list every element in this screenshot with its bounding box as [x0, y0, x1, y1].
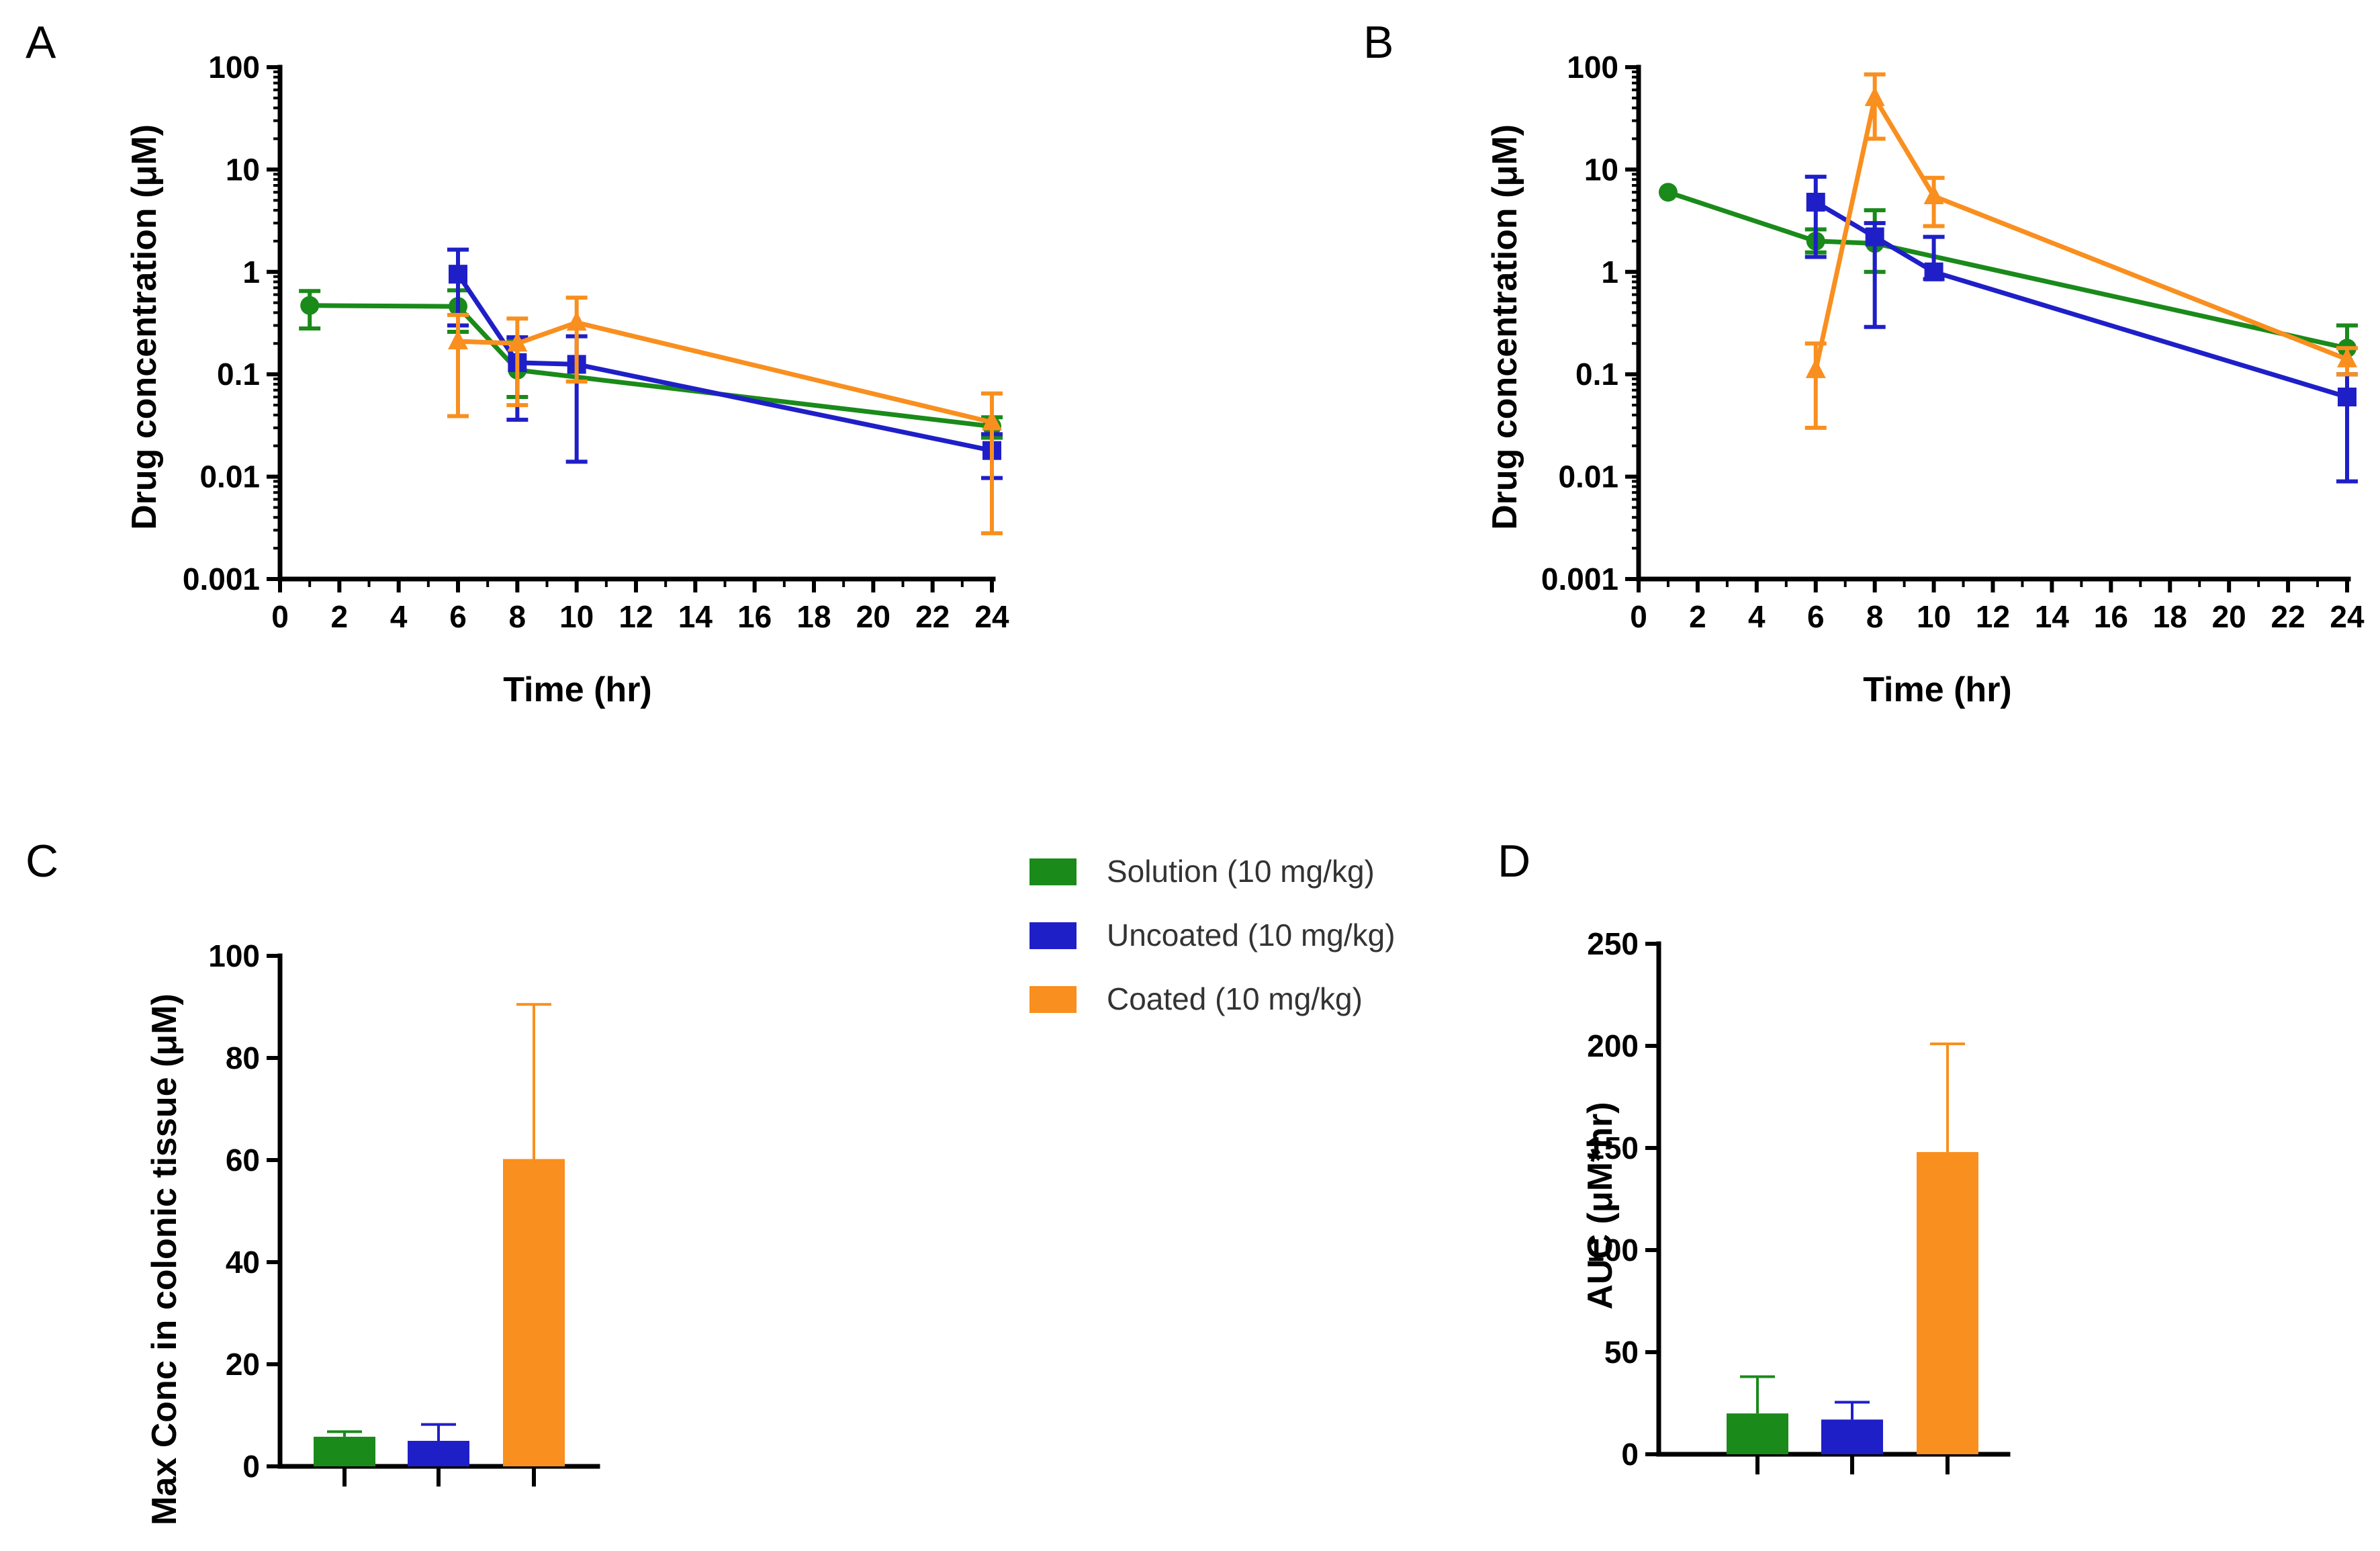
chart-a-xtick-label: 16	[737, 599, 772, 634]
chart-a-ytick-label: 1	[242, 255, 260, 290]
chart-b-point-solution	[1658, 183, 1678, 202]
chart-b-xtick-label: 24	[2330, 599, 2365, 634]
chart-d-ylabel: AUC (μM*hr)	[1581, 1102, 1620, 1309]
chart-a-xtick-label: 24	[974, 599, 1009, 634]
chart-a-xtick-label: 18	[796, 599, 831, 634]
chart-b: Time (hr) Drug concentration (μM) 0.001 0…	[1485, 50, 2365, 709]
chart-b-xtick-label: 2	[1689, 599, 1706, 634]
chart-b-line-uncoated	[1814, 200, 2348, 400]
chart-b-xtick-label: 12	[1976, 599, 2010, 634]
chart-d: AUC (μM*hr) 0 50 100 150 200 250	[1581, 926, 2011, 1474]
chart-a-ylabel: Drug concentration (μM)	[125, 124, 164, 530]
chart-b-xtick-label: 20	[2212, 599, 2246, 634]
chart-b-ylabel: Drug concentration (μM)	[1485, 124, 1524, 530]
legend-label-uncoated: Uncoated (10 mg/kg)	[1107, 918, 1395, 952]
chart-d-bar-uncoated	[1821, 1419, 1883, 1454]
chart-b-xtick-label: 4	[1748, 599, 1766, 634]
legend-swatch-uncoated	[1029, 922, 1077, 949]
chart-a-xtick-label: 14	[678, 599, 713, 634]
chart-a-xtick-label: 22	[915, 599, 950, 634]
legend-label-solution: Solution (10 mg/kg)	[1107, 854, 1375, 889]
chart-b-xtick-label: 8	[1866, 599, 1884, 634]
chart-c: Max Conc in colonic tissue (μM) 0 20 40 60 8…	[145, 938, 600, 1525]
chart-a-xtick-label: 6	[449, 599, 467, 634]
chart-d-bar-coated	[1917, 1152, 1978, 1454]
chart-a-point-coated	[448, 330, 468, 350]
chart-c-ytick-label: 80	[226, 1040, 260, 1075]
chart-c-ytick-label: 0	[242, 1449, 260, 1484]
panel-label-c: C	[26, 836, 58, 887]
chart-b-point-uncoated	[2338, 388, 2356, 407]
chart-b-point-coated	[2337, 347, 2357, 367]
chart-b-ytick-label: 10	[1584, 152, 1618, 187]
chart-d-ytick-label: 200	[1587, 1028, 1639, 1063]
chart-a-ytick-label: 100	[208, 50, 260, 85]
chart-c-ytick-label: 60	[226, 1143, 260, 1178]
chart-b-xtick-label: 16	[2094, 599, 2128, 634]
chart-a-xtick-label: 10	[559, 599, 594, 634]
chart-c-ytick-label: 40	[226, 1245, 260, 1280]
chart-d-ytick-label: 100	[1587, 1233, 1639, 1268]
chart-b-point-uncoated	[1865, 227, 1884, 247]
chart-a-point-coated	[982, 410, 1002, 431]
chart-b-xlabel: Time (hr)	[1863, 670, 2012, 709]
chart-b-ytick-label: 0.001	[1541, 562, 1618, 596]
chart-a: Time (hr) Drug concentration (μM) 0.001 0…	[125, 50, 1009, 709]
chart-a-point-solution	[300, 296, 320, 315]
chart-c-ylabel: Max Conc in colonic tissue (μM)	[145, 993, 184, 1525]
chart-b-line-coated	[1813, 95, 2348, 371]
chart-d-ytick-label: 150	[1587, 1131, 1639, 1165]
chart-d-ytick-label: 250	[1587, 926, 1639, 961]
chart-c-bar-solution	[314, 1436, 375, 1466]
chart-a-xtick-label: 4	[390, 599, 408, 634]
chart-b-xtick-label: 18	[2153, 599, 2187, 634]
chart-b-ytick-label: 0.1	[1575, 357, 1618, 392]
chart-b-xtick-label: 22	[2271, 599, 2305, 634]
chart-b-point-coated	[1864, 86, 1885, 106]
chart-b-point-coated	[1923, 184, 1944, 204]
chart-a-ytick-label: 0.1	[217, 357, 260, 392]
chart-a-point-coated	[507, 332, 528, 352]
chart-b-line-solution	[1667, 189, 2348, 351]
chart-b-point-uncoated	[1924, 262, 1943, 281]
chart-b-ytick-label: 1	[1601, 255, 1618, 290]
chart-c-ytick-label: 20	[226, 1347, 260, 1382]
chart-b-xtick-label: 0	[1630, 599, 1647, 634]
chart-c-bar-coated	[503, 1159, 565, 1466]
panel-label-b: B	[1363, 17, 1393, 68]
chart-d-ytick-label: 50	[1604, 1335, 1639, 1370]
chart-a-ytick-label: 0.01	[199, 459, 260, 494]
panel-label-a: A	[26, 17, 56, 68]
chart-b-ytick-label: 0.01	[1558, 459, 1618, 494]
chart-d-ytick-label: 0	[1621, 1437, 1639, 1472]
legend-label-coated: Coated (10 mg/kg)	[1107, 981, 1363, 1016]
legend-swatch-coated	[1029, 986, 1077, 1013]
chart-b-ytick-label: 100	[1567, 50, 1618, 85]
chart-a-xtick-label: 20	[856, 599, 890, 634]
chart-b-point-uncoated	[1806, 192, 1825, 212]
legend: Solution (10 mg/kg) Uncoated (10 mg/kg) …	[1029, 854, 1395, 1016]
chart-c-ytick-label: 100	[208, 938, 260, 973]
chart-a-point-uncoated	[449, 265, 467, 284]
chart-b-xtick-label: 10	[1917, 599, 1951, 634]
chart-a-line-solution	[310, 303, 993, 429]
chart-a-xtick-label: 12	[619, 599, 653, 634]
chart-a-xtick-label: 8	[509, 599, 527, 634]
chart-a-line-uncoated	[456, 273, 993, 453]
chart-a-line-coated	[457, 320, 993, 425]
panel-label-d: D	[1498, 836, 1530, 887]
chart-b-point-coated	[1805, 358, 1826, 378]
chart-b-xtick-label: 14	[2035, 599, 2070, 634]
chart-a-point-coated	[566, 311, 587, 331]
chart-a-xtick-label: 2	[331, 599, 349, 634]
chart-b-xtick-label: 6	[1807, 599, 1825, 634]
chart-a-ytick-label: 10	[226, 152, 260, 187]
legend-swatch-solution	[1029, 858, 1077, 885]
chart-a-xlabel: Time (hr)	[503, 670, 652, 709]
chart-a-ytick-label: 0.001	[183, 562, 260, 596]
chart-d-bar-solution	[1727, 1413, 1788, 1454]
chart-c-bar-uncoated	[408, 1441, 469, 1466]
chart-a-xtick-label: 0	[271, 599, 289, 634]
